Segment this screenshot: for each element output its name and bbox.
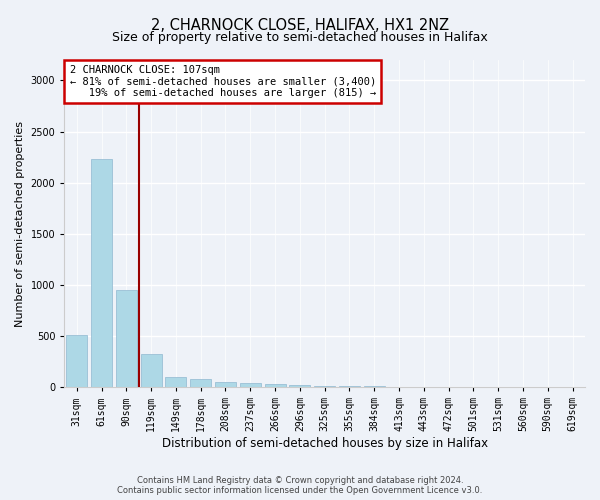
Text: Size of property relative to semi-detached houses in Halifax: Size of property relative to semi-detach… [112,31,488,44]
Bar [314,386,335,387]
Bar [265,384,286,387]
Text: Contains HM Land Registry data © Crown copyright and database right 2024.
Contai: Contains HM Land Registry data © Crown c… [118,476,482,495]
Bar [339,386,360,387]
Bar [389,386,410,387]
Bar [140,354,161,387]
Bar [166,378,187,387]
Text: 2 CHARNOCK CLOSE: 107sqm
← 81% of semi-detached houses are smaller (3,400)
   19: 2 CHARNOCK CLOSE: 107sqm ← 81% of semi-d… [70,65,376,98]
Y-axis label: Number of semi-detached properties: Number of semi-detached properties [15,120,25,326]
Bar [289,385,310,387]
Bar [91,159,112,387]
Bar [215,382,236,387]
Text: 2, CHARNOCK CLOSE, HALIFAX, HX1 2NZ: 2, CHARNOCK CLOSE, HALIFAX, HX1 2NZ [151,18,449,32]
Bar [116,290,137,387]
Bar [364,386,385,387]
Bar [190,379,211,387]
Bar [240,383,261,387]
X-axis label: Distribution of semi-detached houses by size in Halifax: Distribution of semi-detached houses by … [161,437,488,450]
Bar [66,335,87,387]
